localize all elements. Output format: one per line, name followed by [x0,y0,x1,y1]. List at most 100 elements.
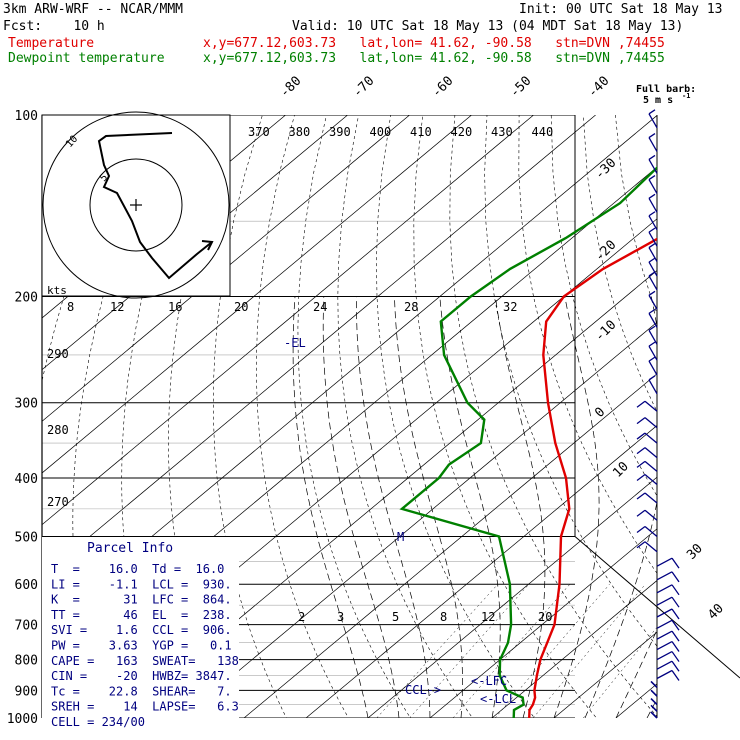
dewpoint-legend: Dewpoint temperature [8,51,165,66]
mixing-ratio-label: 5 [392,610,399,624]
theta-label: 420 [451,125,473,139]
wind-barb [650,680,658,689]
wind-barb [636,473,646,482]
theta-label: 430 [491,125,513,139]
wind-barb [644,460,658,472]
pressure-label: 700 [15,619,38,634]
hodograph-ring-5 [89,158,183,252]
pressure-label: 500 [15,530,38,545]
wind-legend-title: Full barb: [636,84,696,95]
wind-barb [656,640,673,651]
wind-barb [636,509,646,517]
moist-adiabat [439,296,501,718]
wind-barb [648,294,658,310]
wind-barb [636,541,646,549]
dry-adiabat [680,115,740,731]
mixing-ratio-label: 20 [538,610,552,624]
wind-barb [656,619,673,629]
wind-barb [671,660,680,672]
isotherm [491,580,657,718]
isotherm [181,321,657,718]
isotherm-label: -30 [592,156,619,183]
wind-barb [648,360,658,376]
hodograph-scale-label: 8 [67,300,74,314]
dry-adiabat [297,115,411,718]
wind-barb [671,584,680,596]
theta-label: 380 [289,125,311,139]
wind-barb [671,557,680,569]
moist-adiabat [394,296,463,718]
wind-barb [648,227,656,233]
wind-barb [648,193,656,199]
moist-adiabat [584,296,657,718]
wind-barb [636,447,646,455]
isotherm-label: -80 [277,74,304,101]
isotherm [42,115,596,577]
parcel-info-box [42,537,239,718]
wind-barb [656,608,673,618]
parcel-info-line: CIN = -20 HWBZ= 3847. [51,669,232,683]
theta-label: 370 [248,125,270,139]
wind-barb [656,660,673,670]
wind-barb [656,584,673,594]
pressure-label: 300 [15,397,38,412]
wind-barb [644,509,658,521]
wind-barb [644,541,658,553]
wind-barb [644,525,658,537]
hodograph-scale-label: 32 [503,300,517,314]
wind-barb [656,669,673,680]
wind-barb [648,313,658,328]
dry-adiabat [337,115,473,718]
wind-barb [656,557,673,567]
wind-legend-exponent: -1 [682,92,690,100]
wind-barb [648,375,656,381]
isotherm-label: -70 [350,74,377,101]
wind-barb [671,608,680,620]
mixing-ratio-label: 8 [440,610,447,624]
wind-barb [671,571,680,583]
hodograph-scale-label: 24 [313,300,327,314]
isotherm [367,476,657,718]
parcel-info-line: CELL = 234/00 [51,715,145,729]
wind-barb [636,400,646,408]
wind-barb [648,113,658,129]
wind-barb [648,179,658,194]
init-time: Init: 00 UTC Sat 18 May 13 [519,2,723,17]
temperature-location: x,y=677.12,603.73 lat,lon= 41.62, -90.58… [203,36,665,51]
wind-barb [648,137,658,152]
wind-barb [644,432,658,444]
hodograph-ring-label: 5 [98,172,110,184]
wind-barb [671,630,680,642]
isotherm-label: 10 [610,459,632,481]
dry-adiabat [484,115,657,647]
hodograph-scale-label: 16 [168,300,182,314]
wind-barb [644,400,658,412]
parcel-info-line: CAPE = 163 SWEAT= 138 [51,654,239,668]
moist-adiabat [553,296,600,718]
isotherm [243,373,657,718]
wind-barb [650,704,658,712]
wind-barb [648,215,658,231]
parcel-info-line: SVI = 1.6 CCL = 906. [51,623,232,637]
dry-adiabat [376,115,535,718]
mixing-ratio-label: 12 [481,610,495,624]
theta-label: 400 [370,125,392,139]
wind-barb [648,175,656,181]
wind-barb [648,345,658,361]
isotherm [429,528,657,718]
wind-barb [650,698,658,706]
moist-adiabat [646,698,657,718]
isotherm [42,115,472,474]
wind-barb [650,711,658,719]
wind-barb [648,290,656,296]
hodograph-scale-label: 12 [110,300,124,314]
app-title: 3km ARW-WRF -- NCAR/MMM [3,2,184,17]
isotherm-label: 30 [684,541,706,563]
pressure-label: 200 [15,291,38,306]
isotherm-label: 40 [705,601,727,623]
moist-adiabat [292,296,369,718]
hodograph-scale-label: 28 [404,300,418,314]
m-marker: M [397,530,404,544]
dry-adiabat [256,115,349,718]
wind-barb [648,341,656,347]
